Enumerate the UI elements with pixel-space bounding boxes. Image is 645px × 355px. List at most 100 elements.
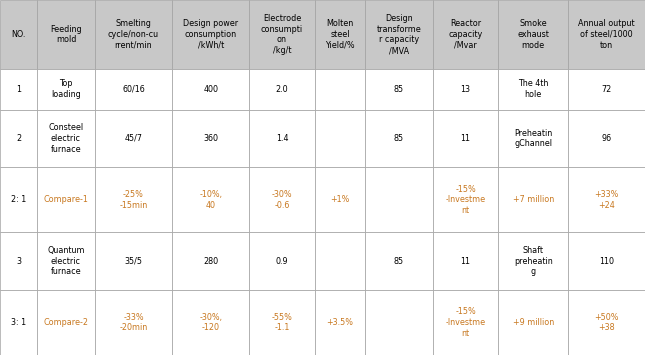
Text: Compare-1: Compare-1	[43, 195, 88, 204]
Bar	[568, 167, 645, 232]
Text: 0.9: 0.9	[275, 257, 288, 266]
Text: 3: 3	[16, 257, 21, 266]
Bar	[37, 110, 95, 167]
Text: -30%
-0.6: -30% -0.6	[272, 190, 292, 210]
Bar	[249, 290, 315, 355]
Text: +33%
+24: +33% +24	[594, 190, 619, 210]
Text: +3.5%: +3.5%	[326, 318, 353, 327]
Text: 60/16: 60/16	[122, 85, 145, 94]
Bar	[37, 0, 95, 69]
Bar	[172, 110, 249, 167]
Text: -15%
-Investme
nt: -15% -Investme nt	[446, 307, 486, 338]
Bar	[568, 69, 645, 110]
Text: Consteel
electric
furnace: Consteel electric furnace	[48, 123, 84, 154]
Text: -25%
-15min: -25% -15min	[119, 190, 148, 210]
Text: NO.: NO.	[12, 30, 26, 39]
Bar	[95, 110, 172, 167]
Bar	[95, 69, 172, 110]
Text: Feeding
mold: Feeding mold	[50, 24, 82, 44]
Bar	[172, 69, 249, 110]
Text: -15%
-Investme
nt: -15% -Investme nt	[446, 185, 486, 215]
Text: Quantum
electric
furnace: Quantum electric furnace	[47, 246, 84, 277]
Text: +50%
+38: +50% +38	[594, 313, 619, 332]
Text: 2: 2	[16, 134, 21, 143]
Bar	[315, 167, 365, 232]
Text: -33%
-20min: -33% -20min	[119, 313, 148, 332]
Bar	[37, 69, 95, 110]
Bar	[499, 232, 568, 290]
Bar	[0, 232, 37, 290]
Bar	[365, 232, 433, 290]
Bar	[0, 69, 37, 110]
Text: Design
transforme
r capacity
/MVA: Design transforme r capacity /MVA	[377, 14, 421, 55]
Text: 13: 13	[461, 85, 471, 94]
Bar	[568, 290, 645, 355]
Bar	[37, 232, 95, 290]
Bar	[0, 290, 37, 355]
Text: 1: 1	[16, 85, 21, 94]
Text: Shaft
preheatin
g: Shaft preheatin g	[514, 246, 553, 277]
Bar	[568, 110, 645, 167]
Bar	[172, 167, 249, 232]
Text: 11: 11	[461, 134, 471, 143]
Bar	[433, 290, 499, 355]
Text: 45/7: 45/7	[124, 134, 143, 143]
Text: 110: 110	[599, 257, 614, 266]
Text: +7 million: +7 million	[513, 195, 554, 204]
Bar	[37, 167, 95, 232]
Bar	[249, 167, 315, 232]
Text: 400: 400	[203, 85, 218, 94]
Text: +1%: +1%	[330, 195, 350, 204]
Bar	[315, 110, 365, 167]
Bar	[249, 0, 315, 69]
Bar	[433, 110, 499, 167]
Bar	[95, 232, 172, 290]
Bar	[365, 290, 433, 355]
Bar	[315, 0, 365, 69]
Text: Annual output
of steel/1000
ton: Annual output of steel/1000 ton	[578, 19, 635, 50]
Text: -55%
-1.1: -55% -1.1	[272, 313, 292, 332]
Text: Reactor
capacity
/Mvar: Reactor capacity /Mvar	[448, 19, 482, 50]
Text: 96: 96	[601, 134, 611, 143]
Bar	[433, 69, 499, 110]
Text: +9 million: +9 million	[513, 318, 554, 327]
Bar	[95, 290, 172, 355]
Text: Preheatin
gChannel: Preheatin gChannel	[514, 129, 552, 148]
Bar	[172, 0, 249, 69]
Bar	[249, 69, 315, 110]
Bar	[499, 0, 568, 69]
Bar	[0, 0, 37, 69]
Text: Electrode
consumpti
on
/kg/t: Electrode consumpti on /kg/t	[261, 14, 303, 55]
Text: -30%,
-120: -30%, -120	[199, 313, 222, 332]
Text: Smoke
exhaust
mode: Smoke exhaust mode	[517, 19, 549, 50]
Bar	[365, 69, 433, 110]
Text: 280: 280	[203, 257, 218, 266]
Text: 85: 85	[394, 85, 404, 94]
Text: 2.0: 2.0	[275, 85, 288, 94]
Text: -10%,
40: -10%, 40	[199, 190, 222, 210]
Bar	[172, 232, 249, 290]
Bar	[499, 69, 568, 110]
Bar	[433, 232, 499, 290]
Bar	[315, 69, 365, 110]
Text: 35/5: 35/5	[124, 257, 143, 266]
Bar	[365, 0, 433, 69]
Bar	[433, 0, 499, 69]
Bar	[37, 290, 95, 355]
Bar	[365, 167, 433, 232]
Bar	[499, 110, 568, 167]
Bar	[95, 167, 172, 232]
Bar	[315, 290, 365, 355]
Bar	[0, 167, 37, 232]
Bar	[568, 0, 645, 69]
Text: 85: 85	[394, 257, 404, 266]
Text: 1.4: 1.4	[276, 134, 288, 143]
Bar	[249, 232, 315, 290]
Text: Compare-2: Compare-2	[43, 318, 88, 327]
Text: Top
loading: Top loading	[51, 79, 81, 99]
Text: The 4th
hole: The 4th hole	[518, 79, 548, 99]
Text: Design power
consumption
/kWh/t: Design power consumption /kWh/t	[183, 19, 238, 50]
Text: Molten
steel
Yield/%: Molten steel Yield/%	[325, 19, 355, 50]
Bar	[365, 110, 433, 167]
Text: 11: 11	[461, 257, 471, 266]
